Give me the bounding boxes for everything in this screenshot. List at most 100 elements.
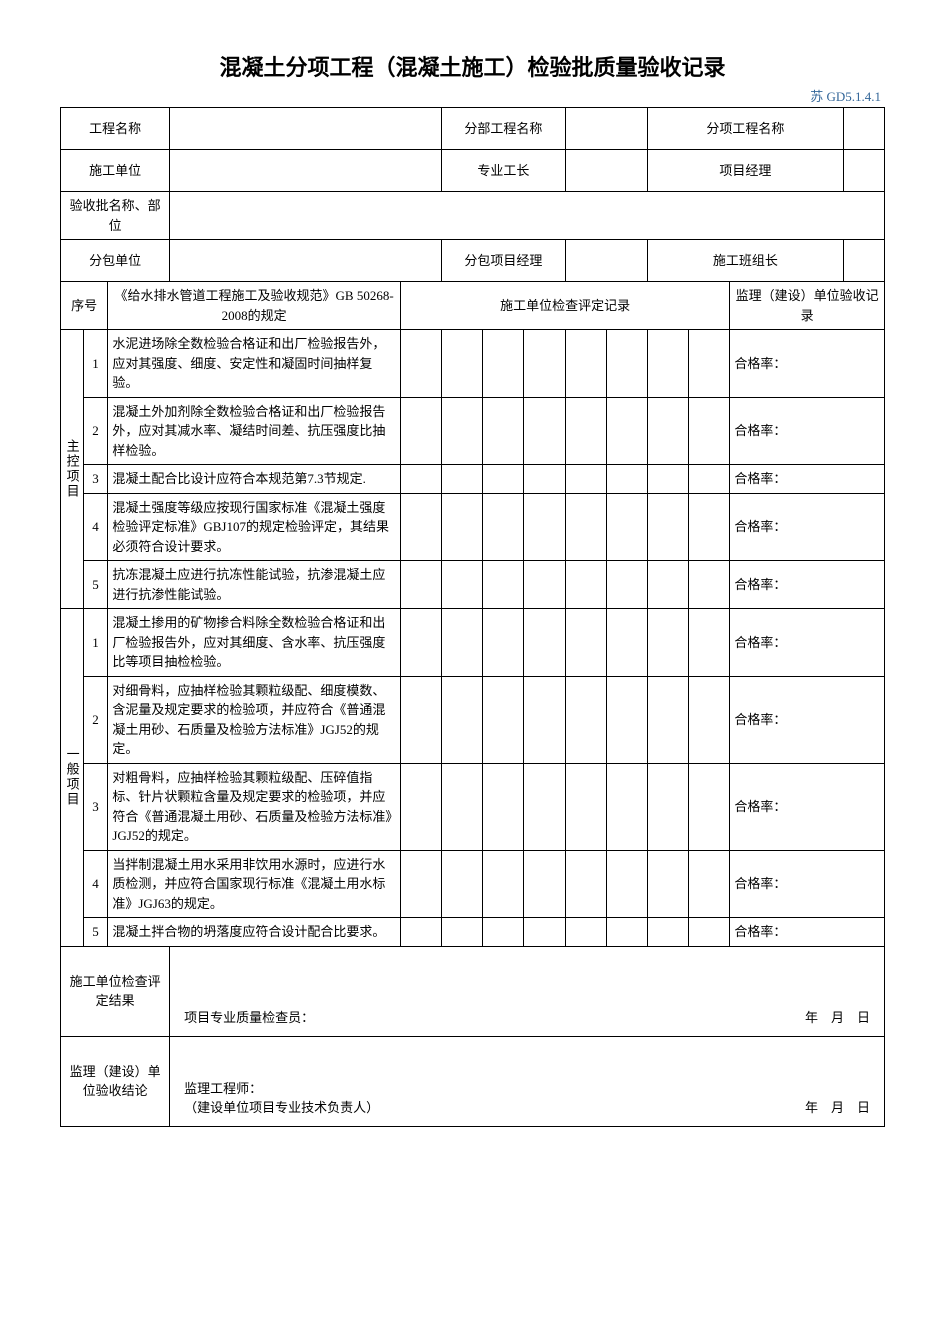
check-cell	[565, 609, 606, 677]
main-item-result: 合格率：	[730, 465, 885, 494]
check-cell	[442, 561, 483, 609]
check-cell	[648, 465, 689, 494]
general-item-num: 5	[83, 918, 108, 947]
foreman-value	[565, 150, 647, 192]
check-cell	[483, 918, 524, 947]
general-item-result: 合格率：	[730, 763, 885, 850]
check-cell	[524, 763, 565, 850]
main-item-text: 混凝土强度等级应按现行国家标准《混凝土强度检验评定标准》GBJ107的规定检验评…	[108, 493, 401, 561]
construction-unit-label: 施工单位	[61, 150, 170, 192]
unit-result-cell: 项目专业质量检查员： 年 月 日	[170, 946, 885, 1036]
item-project-name-label: 分项工程名称	[648, 108, 844, 150]
check-cell	[648, 850, 689, 918]
general-item-num: 1	[83, 609, 108, 677]
check-cell	[400, 465, 441, 494]
check-cell	[442, 609, 483, 677]
supervision-engineer-sub: （建设单位项目专业技术负责人）	[184, 1100, 379, 1115]
general-item-text: 对粗骨料，应抽样检验其颗粒级配、压碎值指标、针片状颗粒含量及规定要求的检验项，并…	[108, 763, 401, 850]
check-cell	[400, 609, 441, 677]
check-cell	[565, 850, 606, 918]
general-group-label: 一般项目	[61, 609, 84, 947]
check-cell	[689, 609, 730, 677]
supervision-row: 监理（建设）单位验收结论 监理工程师： （建设单位项目专业技术负责人） 年 月 …	[61, 1036, 885, 1126]
main-item-num: 4	[83, 493, 108, 561]
item-project-name-value	[843, 108, 884, 150]
main-item-row: 2 混凝土外加剂除全数检验合格证和出厂检验报告外，应对其减水率、凝结时间差、抗压…	[61, 397, 885, 465]
check-cell	[442, 465, 483, 494]
unit-result-row: 施工单位检查评定结果 项目专业质量检查员： 年 月 日	[61, 946, 885, 1036]
main-item-text: 混凝土外加剂除全数检验合格证和出厂检验报告外，应对其减水率、凝结时间差、抗压强度…	[108, 397, 401, 465]
check-cell	[400, 397, 441, 465]
project-manager-label: 项目经理	[648, 150, 844, 192]
check-cell	[483, 465, 524, 494]
subcontractor-value	[170, 240, 442, 282]
check-cell	[689, 561, 730, 609]
general-item-row: 5 混凝土拌合物的坍落度应符合设计配合比要求。 合格率：	[61, 918, 885, 947]
check-cell	[442, 763, 483, 850]
check-cell	[606, 330, 647, 398]
check-cell	[648, 763, 689, 850]
seq-label: 序号	[61, 282, 108, 330]
check-cell	[524, 609, 565, 677]
check-cell	[400, 918, 441, 947]
sub-pm-label: 分包项目经理	[442, 240, 566, 282]
inspect-record-label: 施工单位检查评定记录	[400, 282, 730, 330]
sub-pm-value	[565, 240, 647, 282]
header-row-4: 分包单位 分包项目经理 施工班组长	[61, 240, 885, 282]
check-cell	[400, 763, 441, 850]
check-cell	[689, 397, 730, 465]
check-cell	[524, 850, 565, 918]
check-cell	[689, 850, 730, 918]
general-item-num: 4	[83, 850, 108, 918]
page-title: 混凝土分项工程（混凝土施工）检验批质量验收记录	[60, 50, 885, 82]
subcontractor-label: 分包单位	[61, 240, 170, 282]
check-cell	[400, 850, 441, 918]
check-cell	[648, 918, 689, 947]
main-item-num: 5	[83, 561, 108, 609]
check-cell	[483, 676, 524, 763]
check-cell	[689, 465, 730, 494]
check-cell	[689, 493, 730, 561]
construction-unit-value	[170, 150, 442, 192]
main-item-text: 抗冻混凝土应进行抗冻性能试验，抗渗混凝土应进行抗渗性能试验。	[108, 561, 401, 609]
check-cell	[565, 330, 606, 398]
check-cell	[606, 397, 647, 465]
supervision-conclusion-label: 监理（建设）单位验收结论	[61, 1036, 170, 1126]
quality-inspector-label: 项目专业质量检查员：	[184, 1008, 314, 1028]
check-cell	[524, 493, 565, 561]
check-cell	[483, 493, 524, 561]
check-cell	[606, 609, 647, 677]
check-cell	[524, 561, 565, 609]
general-item-row: 2 对细骨料，应抽样检验其颗粒级配、细度模数、含泥量及规定要求的检验项，并应符合…	[61, 676, 885, 763]
check-cell	[442, 850, 483, 918]
check-cell	[689, 763, 730, 850]
check-cell	[442, 397, 483, 465]
standard-label: 《给水排水管道工程施工及验收规范》GB 50268-2008的规定	[108, 282, 401, 330]
main-item-result: 合格率：	[730, 397, 885, 465]
check-cell	[524, 330, 565, 398]
main-item-result: 合格率：	[730, 330, 885, 398]
team-leader-value	[843, 240, 884, 282]
general-item-row: 一般项目 1 混凝土掺用的矿物掺合料除全数检验合格证和出厂检验报告外，应对其细度…	[61, 609, 885, 677]
general-item-row: 4 当拌制混凝土用水采用非饮用水源时，应进行水质检测，并应符合国家现行标准《混凝…	[61, 850, 885, 918]
supervision-cell: 监理工程师： （建设单位项目专业技术负责人） 年 月 日	[170, 1036, 885, 1126]
check-cell	[483, 609, 524, 677]
check-cell	[648, 397, 689, 465]
doc-code: 苏 GD5.1.4.1	[60, 86, 885, 105]
check-cell	[606, 850, 647, 918]
batch-name-value	[170, 192, 885, 240]
team-leader-label: 施工班组长	[648, 240, 844, 282]
general-item-text: 当拌制混凝土用水采用非饮用水源时，应进行水质检测，并应符合国家现行标准《混凝土用…	[108, 850, 401, 918]
general-item-result: 合格率：	[730, 850, 885, 918]
check-cell	[565, 493, 606, 561]
date-label: 年 月 日	[805, 1098, 870, 1118]
check-cell	[565, 676, 606, 763]
check-cell	[524, 397, 565, 465]
header-row-2: 施工单位 专业工长 项目经理	[61, 150, 885, 192]
check-cell	[442, 493, 483, 561]
general-item-result: 合格率：	[730, 918, 885, 947]
check-cell	[483, 397, 524, 465]
check-cell	[689, 918, 730, 947]
general-item-result: 合格率：	[730, 676, 885, 763]
unit-result-label: 施工单位检查评定结果	[61, 946, 170, 1036]
